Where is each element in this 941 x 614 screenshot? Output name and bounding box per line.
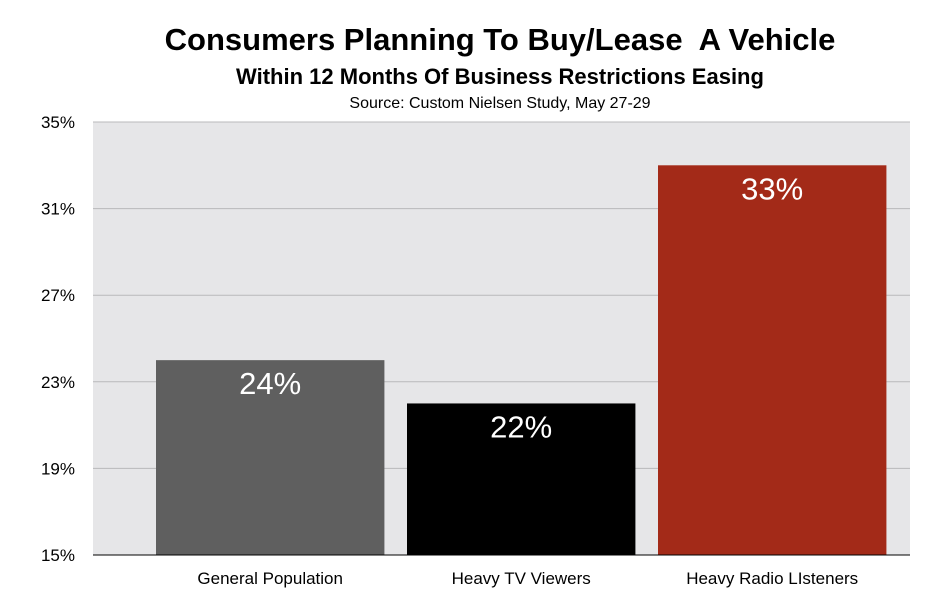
bar: [407, 403, 636, 555]
data-label: 22%: [490, 409, 552, 444]
bar: [658, 165, 887, 556]
bar: [156, 360, 385, 555]
chart-subtitle: Within 12 Months Of Business Restriction…: [236, 64, 764, 89]
chart-source-note: Source: Custom Nielsen Study, May 27-29: [349, 95, 651, 112]
category-label: Heavy TV Viewers: [452, 569, 591, 588]
category-label: Heavy Radio LIsteners: [686, 569, 858, 588]
data-label: 24%: [239, 366, 301, 401]
y-tick-label: 27%: [41, 286, 75, 305]
chart-title: Consumers Planning To Buy/Lease A Vehicl…: [164, 22, 836, 57]
category-label: General Population: [197, 569, 343, 588]
y-tick-label: 23%: [41, 373, 75, 392]
bars: [156, 165, 887, 556]
y-tick-label: 31%: [41, 200, 75, 219]
y-tick-label: 15%: [41, 546, 75, 565]
y-axis-tick-labels: 15% 19% 23% 27% 31% 35%: [41, 113, 75, 565]
y-tick-label: 35%: [41, 113, 75, 132]
x-axis-category-labels: General Population Heavy TV Viewers Heavy …: [197, 569, 858, 588]
data-label: 33%: [741, 171, 803, 206]
data-labels: 24% 22% 33%: [239, 171, 803, 444]
y-tick-label: 19%: [41, 459, 75, 478]
